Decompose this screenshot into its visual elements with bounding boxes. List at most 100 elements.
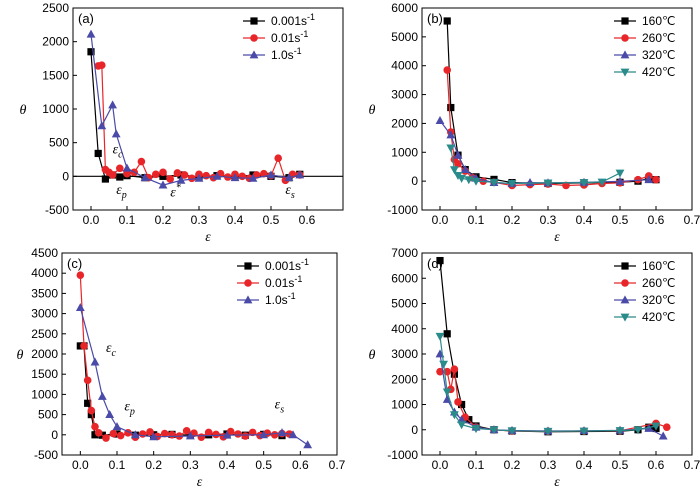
data-point [274,154,283,162]
data-point [159,168,167,177]
data-point [234,430,242,438]
legend-label: 320℃ [642,48,676,62]
x-tick-label: 0.4 [227,213,244,227]
data-point [443,330,451,338]
data-point [651,422,661,431]
panel-label: (a) [78,11,94,26]
data-point [182,426,191,435]
y-tick-label: 5000 [391,297,418,311]
x-tick-label: 0.5 [263,213,280,227]
data-point [450,365,459,373]
y-axis-label: θ [20,103,27,118]
data-point [109,429,118,438]
data-point [615,176,625,185]
data-point [140,173,150,182]
data-point [644,175,654,184]
y-tick-label: 4000 [391,59,418,73]
legend-marker [243,295,253,304]
data-point [94,149,102,158]
series-line [446,69,657,187]
x-tick-label: 0.1 [468,458,485,472]
legend-marker [620,295,630,304]
y-tick-label: -1000 [387,448,418,462]
data-point [489,426,499,435]
y-tick-label: 3000 [391,88,418,102]
plot-frame [421,7,693,211]
legend-label: 0.01s-1 [271,29,308,45]
series-line [440,368,667,432]
y-tick-label: 1000 [42,102,69,116]
panel-a: 0.0 0.1 0.2 0.3 0.4 0.5 0.6 -500 0 500 1000 1500 200… [20,1,344,245]
legend: 0.001s-10.01s-11.0s-1 [243,12,315,62]
data-point [86,29,96,38]
data-point [222,430,232,439]
x-axis-label: ε [554,230,560,245]
y-tick-label: 500 [49,136,69,150]
y-tick-label: 2000 [391,116,418,130]
data-point [105,410,115,418]
data-point [450,411,459,420]
y-axis-label: θ [17,348,24,363]
panel-label: (c) [67,256,82,271]
data-point [597,178,607,187]
data-point [137,157,146,166]
data-point [471,177,481,186]
data-point [446,130,456,139]
data-point [454,398,462,406]
y-tick-label: 3000 [31,307,58,321]
series-0 [76,342,286,440]
legend-label: 0.01s-1 [265,274,302,290]
data-point [284,173,294,182]
data-point [76,271,85,280]
data-point [435,115,445,124]
data-point [91,431,99,439]
data-point [152,170,160,179]
y-tick-label: 1500 [31,367,58,381]
legend-marker [620,50,630,59]
y-tick-label: 0 [411,423,418,437]
data-point [457,421,466,430]
y-tick-label: 1500 [42,68,69,82]
data-point [168,431,176,439]
y-tick-label: 1000 [391,145,418,159]
y-tick-label: 4000 [31,266,58,280]
x-tick-label: 0.3 [540,458,557,472]
x-tick-label: 0.4 [576,213,593,227]
annotation: εp [116,183,127,201]
data-point [634,175,642,184]
y-tick-label: 2000 [42,35,69,49]
legend-label: 260℃ [642,31,676,45]
data-point [241,432,250,440]
data-point [123,169,131,178]
y-tick-label: 4000 [391,322,418,336]
data-point [146,428,154,436]
legend-label: 0.001s-1 [271,12,315,28]
legend-marker [621,34,629,42]
data-point [507,180,517,189]
y-tick-label: -500 [34,448,58,462]
annotation: εs [275,398,285,416]
data-point [108,171,117,179]
data-point [94,428,103,437]
y-tick-label: 1000 [391,398,418,412]
data-point [266,170,276,179]
data-point [562,181,570,190]
x-axis-label: ε [554,475,560,490]
data-point [204,428,213,437]
data-point [101,175,109,183]
legend-marker [250,34,258,42]
legend-label: 1.0s-1 [265,291,296,307]
legend-marker [250,17,258,25]
data-point [102,434,110,442]
x-tick-label: 0.2 [504,213,521,227]
x-axis-label: ε [205,230,211,245]
legend-label: 320℃ [642,293,676,307]
data-point [543,427,553,436]
data-point [87,48,95,56]
x-tick-label: 0.7 [684,458,700,472]
data-point [525,177,535,186]
legend-marker [249,50,259,59]
y-tick-label: -500 [45,203,69,217]
series-line [79,307,309,446]
series-2 [75,302,313,449]
